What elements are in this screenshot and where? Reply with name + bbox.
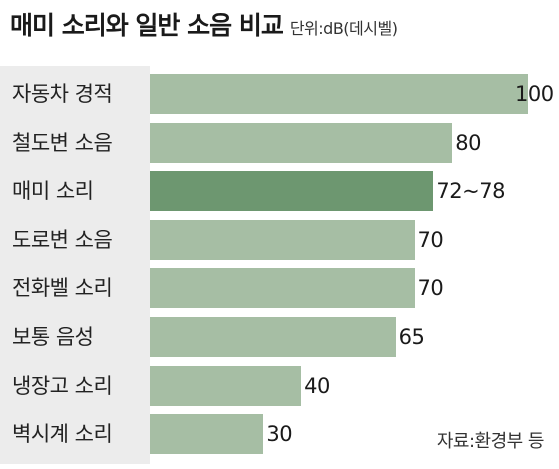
value-label: 65 bbox=[398, 325, 425, 349]
bar bbox=[150, 122, 453, 163]
value-label: 70 bbox=[417, 227, 444, 252]
value-label: 72~78 bbox=[436, 179, 505, 204]
bar bbox=[150, 219, 415, 260]
bar bbox=[150, 317, 396, 357]
value-label: 30 bbox=[266, 422, 293, 447]
chart-header: 매미 소리와 일반 소음 비교 단위:dB(데시벨) bbox=[10, 6, 398, 48]
value-label: 80 bbox=[455, 130, 482, 155]
category-label-panel bbox=[0, 66, 150, 464]
value-label: 40 bbox=[304, 373, 330, 398]
value-label: 100 bbox=[515, 82, 554, 106]
bar bbox=[150, 365, 302, 406]
category-label: 자동차 경적 bbox=[12, 82, 113, 106]
value-label: 70 bbox=[417, 276, 444, 301]
category-label: 전화벨 소리 bbox=[12, 276, 113, 301]
category-label: 매미 소리 bbox=[12, 179, 94, 204]
bar bbox=[150, 171, 434, 212]
bar bbox=[150, 74, 528, 114]
category-label: 도로변 소음 bbox=[12, 227, 113, 252]
chart-title: 매미 소리와 일반 소음 비교 bbox=[10, 11, 284, 40]
unit-label: 단위:dB(데시벨) bbox=[289, 19, 398, 38]
category-label: 벽시계 소리 bbox=[12, 422, 113, 447]
category-label: 보통 음성 bbox=[12, 325, 94, 349]
bar-chart: 자동차 경적 100 철도변 소음 80 매미 소리 72~78 도로변 소음 70 전화벨 소… bbox=[0, 66, 559, 466]
category-label: 철도변 소음 bbox=[12, 130, 113, 155]
bar bbox=[150, 414, 264, 455]
source-note: 자료:환경부 등 bbox=[436, 431, 545, 452]
bar bbox=[150, 268, 415, 309]
category-label: 냉장고 소리 bbox=[12, 373, 113, 398]
